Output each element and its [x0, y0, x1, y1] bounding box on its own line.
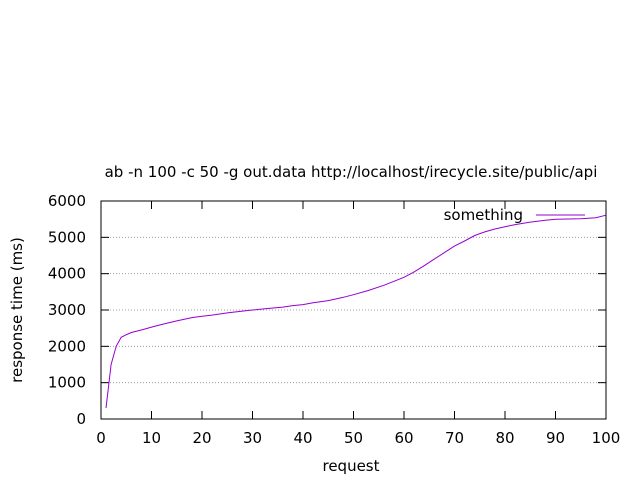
x-axis-ticks: 0 10 20 30 40 50 60 70 80 90 100	[96, 201, 620, 447]
x-tick-label-10: 10	[142, 429, 161, 447]
chart-title: ab -n 100 -c 50 -g out.data http://local…	[105, 163, 598, 181]
x-tick-label-60: 60	[394, 429, 413, 447]
y-tick-label-4000: 4000	[48, 265, 86, 283]
y-tick-label-0: 0	[76, 410, 86, 428]
y-tick-label-3000: 3000	[48, 301, 86, 319]
series-layer	[105, 214, 607, 409]
plot-area-border	[100, 200, 607, 420]
x-tick-label-80: 80	[495, 429, 514, 447]
x-tick-label-20: 20	[192, 429, 211, 447]
x-tick-label-70: 70	[445, 429, 464, 447]
x-tick-label-90: 90	[546, 429, 565, 447]
legend: something	[444, 206, 585, 224]
y-tick-label-5000: 5000	[48, 228, 86, 246]
y-tick-label-2000: 2000	[48, 337, 86, 355]
legend-label: something	[444, 206, 523, 224]
x-tick-label-100: 100	[592, 429, 621, 447]
series-line-0	[105, 214, 607, 409]
y-axis-ticks: 0 1000 2000 3000 4000 5000 6000	[48, 192, 606, 428]
y-tick-label-1000: 1000	[48, 374, 86, 392]
grid-lines	[101, 236, 606, 384]
x-tick-label-30: 30	[243, 429, 262, 447]
y-tick-label-6000: 6000	[48, 192, 86, 210]
x-tick-label-0: 0	[96, 429, 106, 447]
y-axis-label: response time (ms)	[8, 237, 26, 383]
x-tick-label-50: 50	[344, 429, 363, 447]
x-tick-label-40: 40	[293, 429, 312, 447]
x-axis-label: request	[322, 457, 379, 475]
